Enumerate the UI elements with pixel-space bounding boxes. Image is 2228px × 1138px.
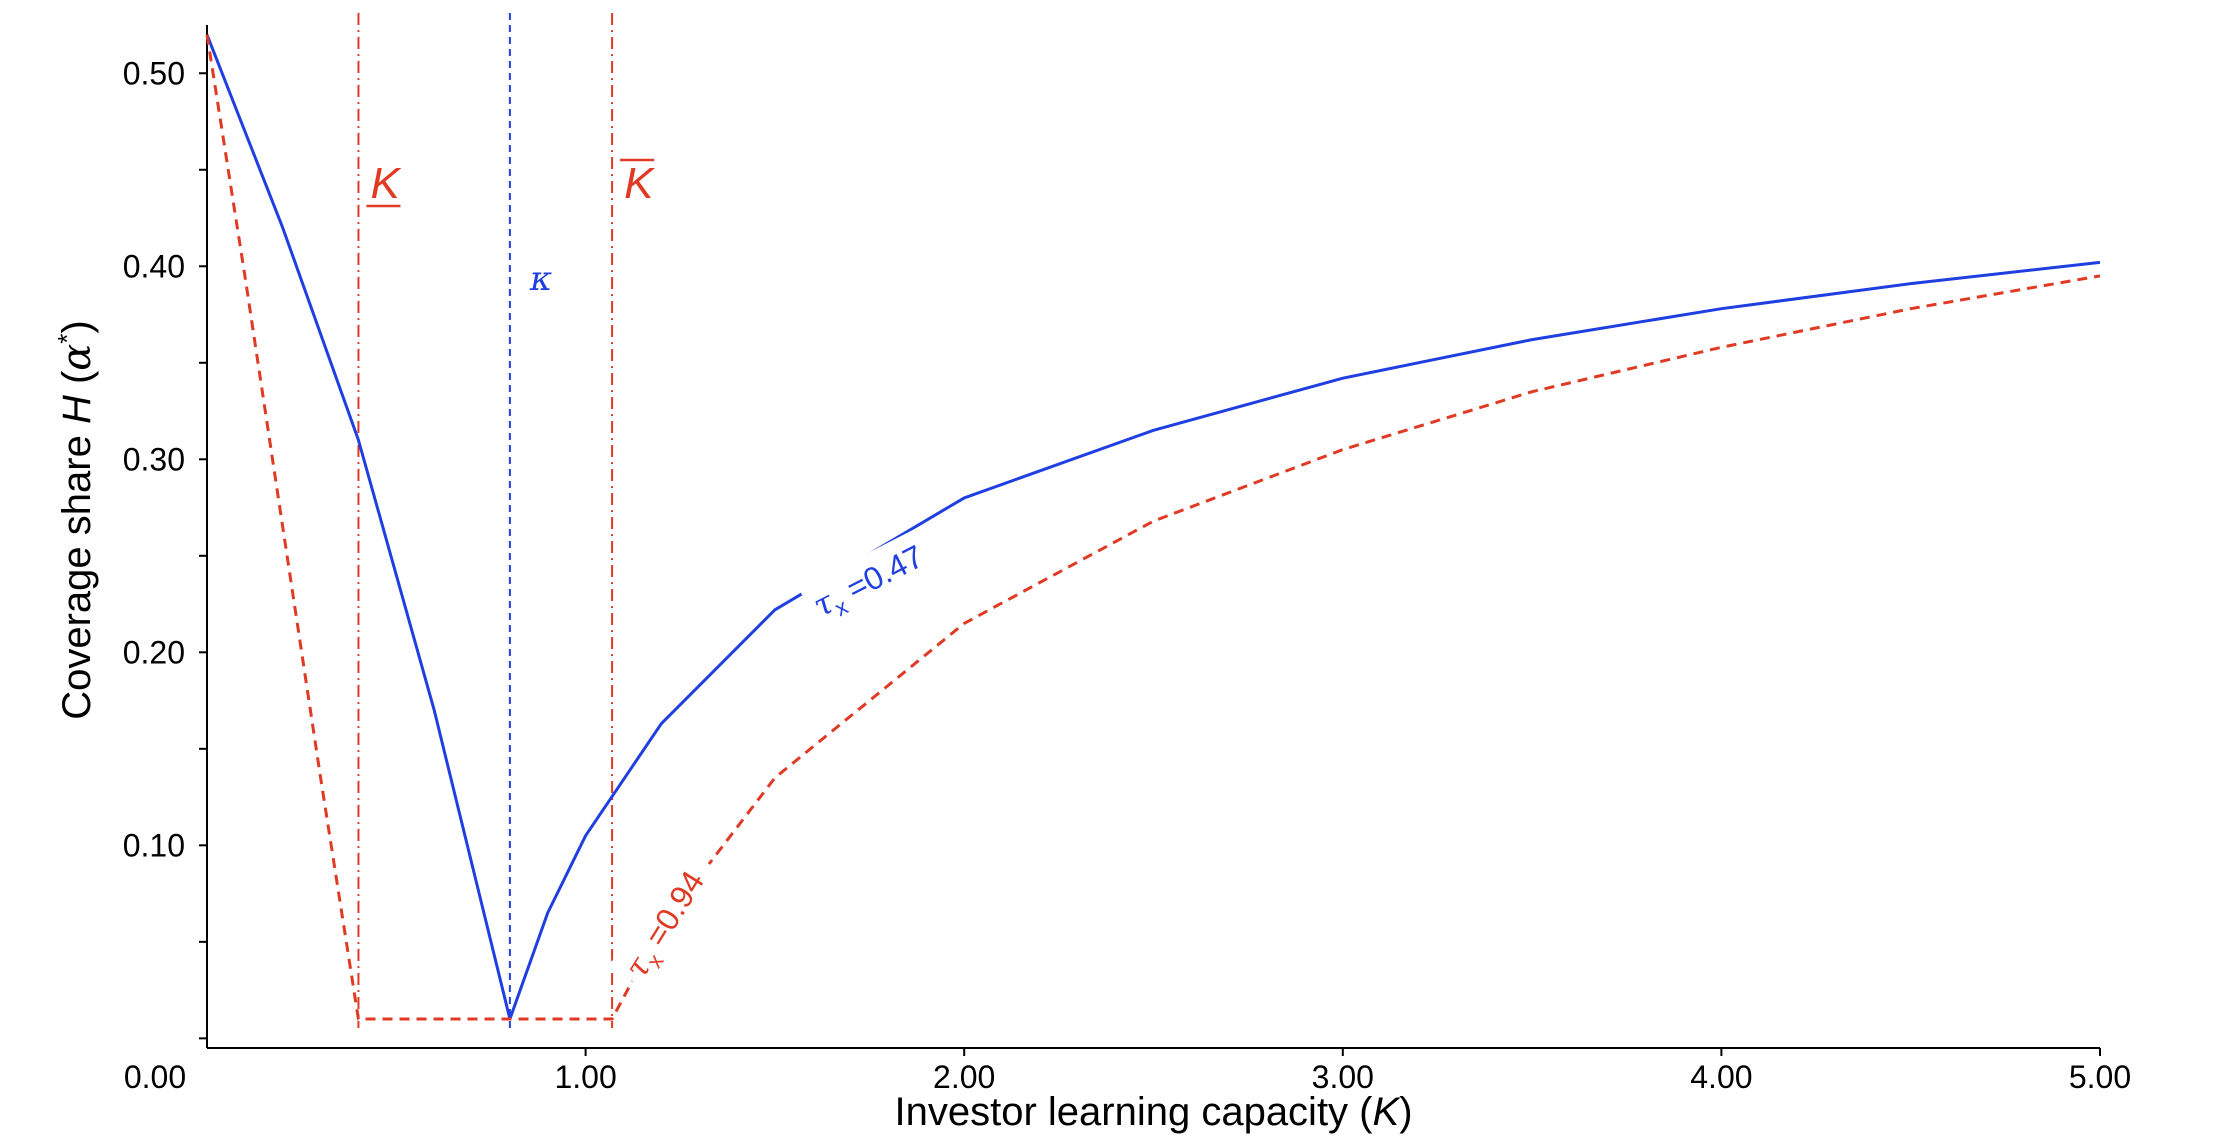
x-axis-title-text: Investor learning capacity ( <box>894 1090 1373 1134</box>
vline-label-kappa: κ <box>529 259 552 299</box>
x-axis-title-close: ) <box>1399 1090 1412 1134</box>
series-line-tau-047 <box>205 34 2101 1021</box>
y-axis-title-variable: H <box>55 395 99 424</box>
series-label-bg-tau-047 <box>798 524 946 631</box>
x-tick-label: 5.00 <box>2069 1059 2131 1095</box>
y-tick-label: 0.20 <box>123 634 185 670</box>
y-axis-title-open: ( <box>55 370 99 395</box>
y-tick-label: 0.30 <box>123 441 185 477</box>
y-axis-title-star: * <box>52 334 82 344</box>
y-tick-label: 0.10 <box>123 827 185 863</box>
axes: 0.10 0.20 0.30 0.40 0.50 1.00 2.00 3.00 4.00 5.00… <box>123 25 2131 1095</box>
series-line-tau-094 <box>205 34 2101 1021</box>
x-axis-title: Investor learning capacity (K) <box>894 1090 1412 1134</box>
series-lines <box>205 34 2101 1021</box>
y-axis-title-close: ) <box>55 320 99 333</box>
axis-titles: Investor learning capacity (K)Coverage s… <box>52 320 1413 1134</box>
vline-label-k-upper: K <box>624 159 655 208</box>
y-tick-label: 0.40 <box>123 248 185 284</box>
vline-label-k-lower: K <box>370 159 401 208</box>
x-tick-label: 4.00 <box>1690 1059 1752 1095</box>
x-tick-label: 3.00 <box>1312 1059 1374 1095</box>
y-axis-title-alpha: α <box>54 344 100 371</box>
y-axis-title: Coverage share H (α*) <box>52 320 100 720</box>
origin-label: 0.00 <box>124 1059 186 1095</box>
y-axis-title-text: Coverage share <box>55 424 99 720</box>
vertical-reference-lines: Kκ K <box>357 13 655 1028</box>
x-tick-label: 2.00 <box>933 1059 995 1095</box>
x-tick-label: 1.00 <box>554 1059 616 1095</box>
series-label-bg-tau-094 <box>608 847 724 992</box>
y-tick-label: 0.50 <box>123 55 185 91</box>
x-axis-title-variable: K <box>1373 1090 1402 1134</box>
